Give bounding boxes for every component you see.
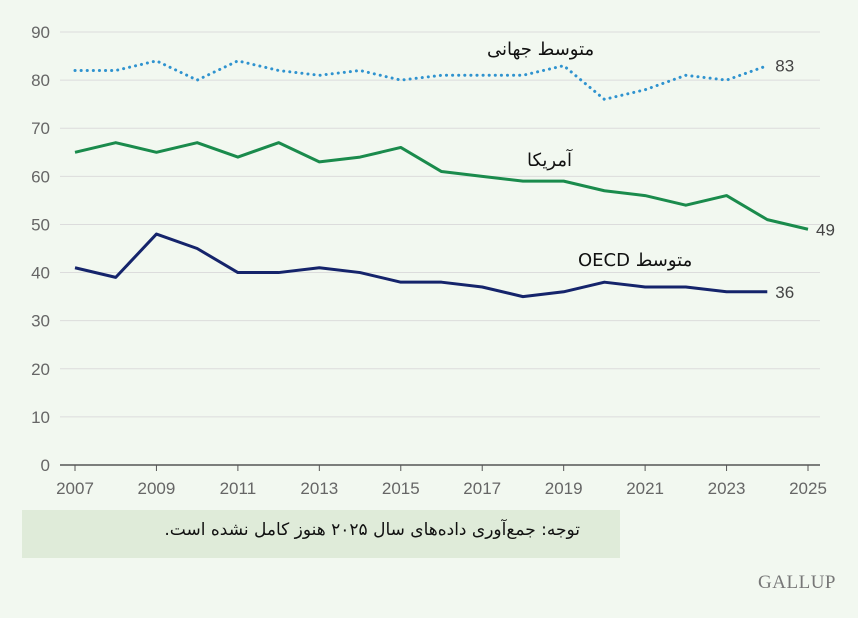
series-label-oecd: متوسط OECD [578,250,692,271]
series-line-0 [73,59,769,101]
x-tick-label: 2013 [300,479,338,498]
data-note: توجه: جمع‌آوری داده‌های سال ۲۰۲۵ هنوز کا… [22,510,620,558]
x-tick-label: 2025 [789,479,827,498]
series-line-1 [74,141,809,231]
x-tick-label: 2007 [56,479,94,498]
line-chart: 0 10 20 30 40 50 60 70 80 90 2007 2009 2011 2013 2015 2… [31,23,835,498]
x-tick-label: 2015 [382,479,420,498]
y-tick-label: 60 [31,167,50,186]
end-value-label: 49 [816,220,835,239]
series-line-2 [74,232,768,299]
gallup-logo: GALLUP [758,572,836,593]
x-tick-label: 2011 [220,479,257,498]
y-tick-label: 40 [31,264,50,283]
y-tick-label: 10 [31,408,50,427]
y-tick-label: 0 [41,456,50,475]
y-tick-label: 80 [31,71,50,90]
y-tick-label: 70 [31,119,50,138]
end-value-label: 83 [775,57,794,76]
series-label-world: متوسط جهانی [487,39,594,60]
x-tick-label: 2019 [545,479,583,498]
y-tick-label: 50 [31,215,50,234]
y-tick-label: 90 [31,23,50,42]
x-tick-label: 2023 [708,479,746,498]
x-tick-label: 2017 [463,479,501,498]
x-tick-label: 2009 [138,479,176,498]
y-tick-label: 30 [31,312,50,331]
series-label-us: آمریکا [527,148,573,171]
y-tick-label: 20 [31,360,50,379]
end-value-label: 36 [775,283,794,302]
x-tick-label: 2021 [626,479,664,498]
